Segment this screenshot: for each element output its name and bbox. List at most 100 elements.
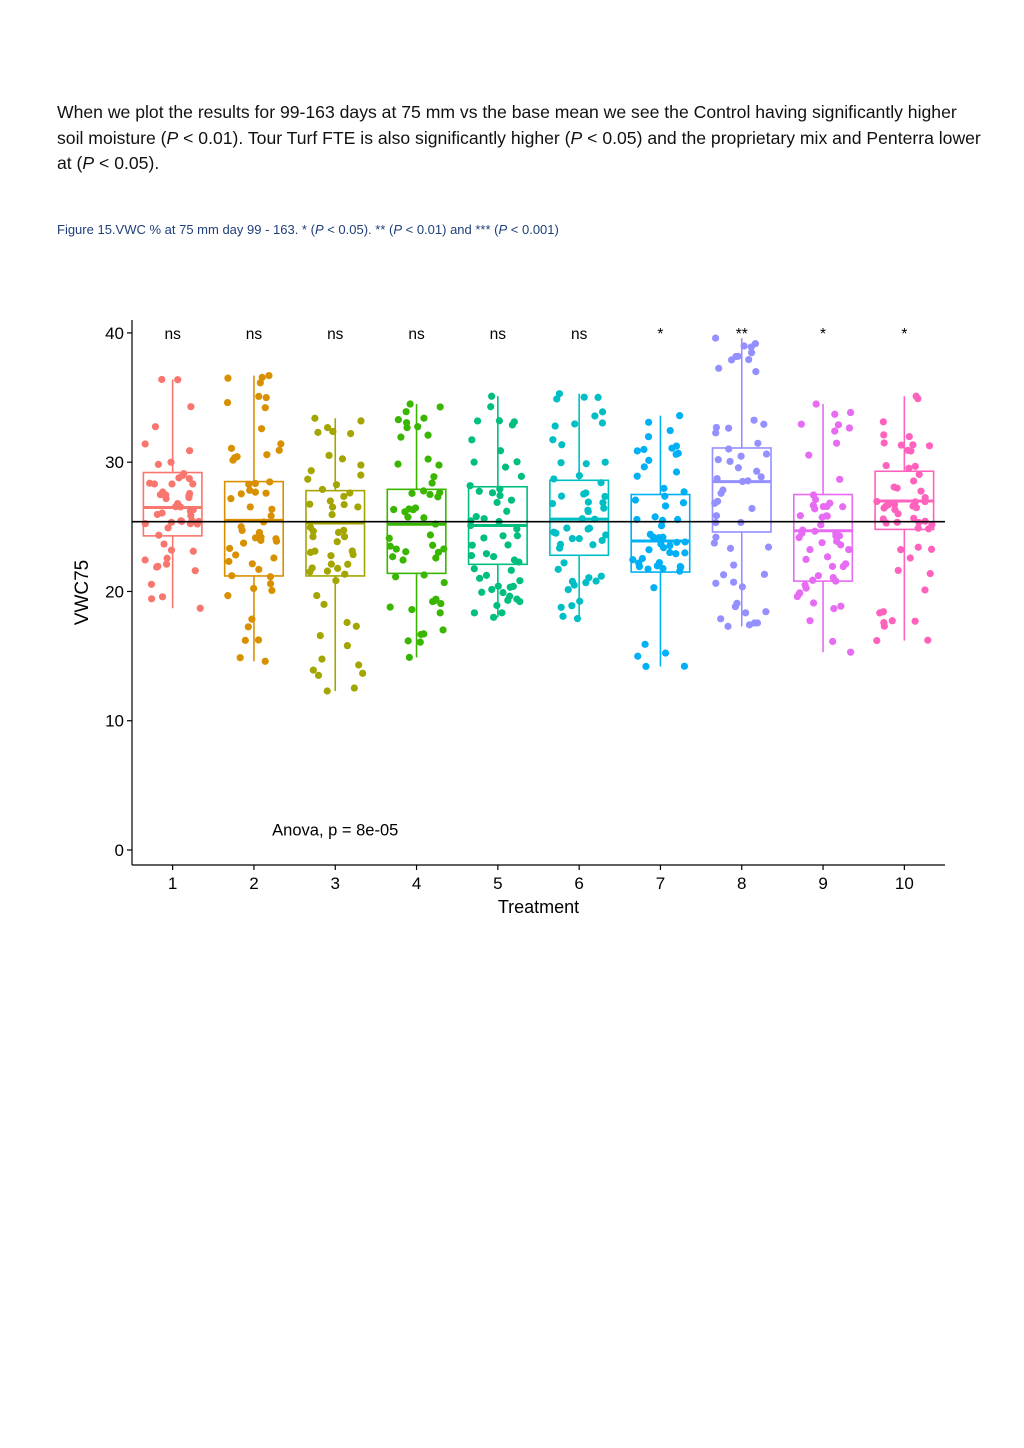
data-point xyxy=(237,523,245,531)
data-point xyxy=(428,479,436,487)
data-point xyxy=(262,489,270,497)
data-point xyxy=(831,410,839,418)
data-point xyxy=(676,412,684,420)
data-point xyxy=(439,626,447,634)
data-point xyxy=(226,544,234,553)
data-point xyxy=(823,553,832,561)
data-point xyxy=(508,421,516,429)
data-point xyxy=(739,477,747,486)
x-tick-label: 3 xyxy=(331,874,340,893)
data-point xyxy=(341,570,349,578)
data-point xyxy=(440,545,448,553)
data-point xyxy=(680,662,689,670)
x-tick-label: 5 xyxy=(493,874,502,893)
data-point xyxy=(563,524,571,532)
data-point xyxy=(496,491,504,500)
data-point xyxy=(823,502,831,511)
data-point xyxy=(343,642,351,650)
data-point xyxy=(309,533,317,541)
data-point xyxy=(668,444,676,452)
data-point xyxy=(488,489,497,497)
data-point xyxy=(185,475,193,483)
data-point xyxy=(575,472,583,480)
data-point xyxy=(153,563,161,571)
data-point xyxy=(227,495,235,503)
data-point xyxy=(909,502,917,510)
box xyxy=(630,493,691,573)
data-point xyxy=(657,522,666,530)
data-point xyxy=(747,349,756,357)
data-point xyxy=(584,525,592,533)
treatment-group: ns xyxy=(304,326,367,695)
caption-text-1: Figure 15.VWC % at 75 mm day 99 - 163. *… xyxy=(57,222,315,237)
box xyxy=(386,488,447,575)
data-point xyxy=(228,572,236,580)
data-point xyxy=(399,556,407,564)
data-point xyxy=(750,416,758,424)
data-point xyxy=(571,420,579,428)
data-point xyxy=(189,480,197,488)
data-point xyxy=(747,343,755,351)
data-point xyxy=(432,554,440,562)
data-point xyxy=(558,441,566,449)
data-point xyxy=(734,352,742,360)
y-tick-label: 0 xyxy=(115,841,124,860)
data-point xyxy=(557,603,565,611)
data-point xyxy=(475,487,483,495)
data-point xyxy=(629,556,637,564)
data-point xyxy=(174,376,182,384)
y-tick-label: 20 xyxy=(105,582,124,601)
data-point xyxy=(340,533,349,541)
caption-p-symbol-1: P xyxy=(314,222,324,237)
data-point xyxy=(897,441,905,449)
data-point xyxy=(592,577,600,585)
data-point xyxy=(888,617,896,625)
data-point xyxy=(564,585,572,594)
data-point xyxy=(320,600,328,608)
data-point xyxy=(834,421,843,429)
data-point xyxy=(357,417,365,425)
data-point xyxy=(470,565,478,573)
data-point xyxy=(397,433,405,441)
treatment-group: ns xyxy=(466,326,528,621)
data-point xyxy=(635,563,644,571)
data-point xyxy=(573,615,582,623)
y-tick-label: 40 xyxy=(105,324,124,343)
data-point xyxy=(493,601,501,610)
caption-p-symbol-2: P xyxy=(393,222,403,237)
data-point xyxy=(352,622,360,630)
data-point xyxy=(880,431,888,439)
data-point xyxy=(760,420,768,428)
data-point xyxy=(655,559,664,567)
data-point xyxy=(548,499,557,508)
data-point xyxy=(389,553,397,561)
significance-label: ns xyxy=(490,326,507,343)
data-point xyxy=(490,613,498,621)
data-point xyxy=(470,609,478,617)
data-point xyxy=(414,423,422,431)
data-point xyxy=(589,541,597,549)
data-point xyxy=(248,615,256,623)
data-point xyxy=(551,422,559,430)
data-point xyxy=(830,605,838,613)
x-tick-label: 7 xyxy=(656,874,665,893)
data-point xyxy=(904,446,912,454)
data-point xyxy=(681,538,689,546)
data-point xyxy=(659,564,667,573)
data-point xyxy=(915,470,923,479)
data-point xyxy=(809,599,818,607)
data-point xyxy=(350,684,358,692)
data-point xyxy=(598,419,607,427)
caption-text-4: < 0.001) xyxy=(507,222,559,237)
data-point xyxy=(847,648,855,656)
data-point xyxy=(386,542,394,550)
data-point xyxy=(831,427,839,435)
data-point xyxy=(719,486,727,494)
data-point xyxy=(404,513,412,521)
data-point xyxy=(385,534,393,542)
data-point xyxy=(355,661,363,669)
data-point xyxy=(745,355,753,364)
data-point xyxy=(357,471,365,479)
data-point xyxy=(314,428,322,436)
data-point xyxy=(420,414,428,422)
